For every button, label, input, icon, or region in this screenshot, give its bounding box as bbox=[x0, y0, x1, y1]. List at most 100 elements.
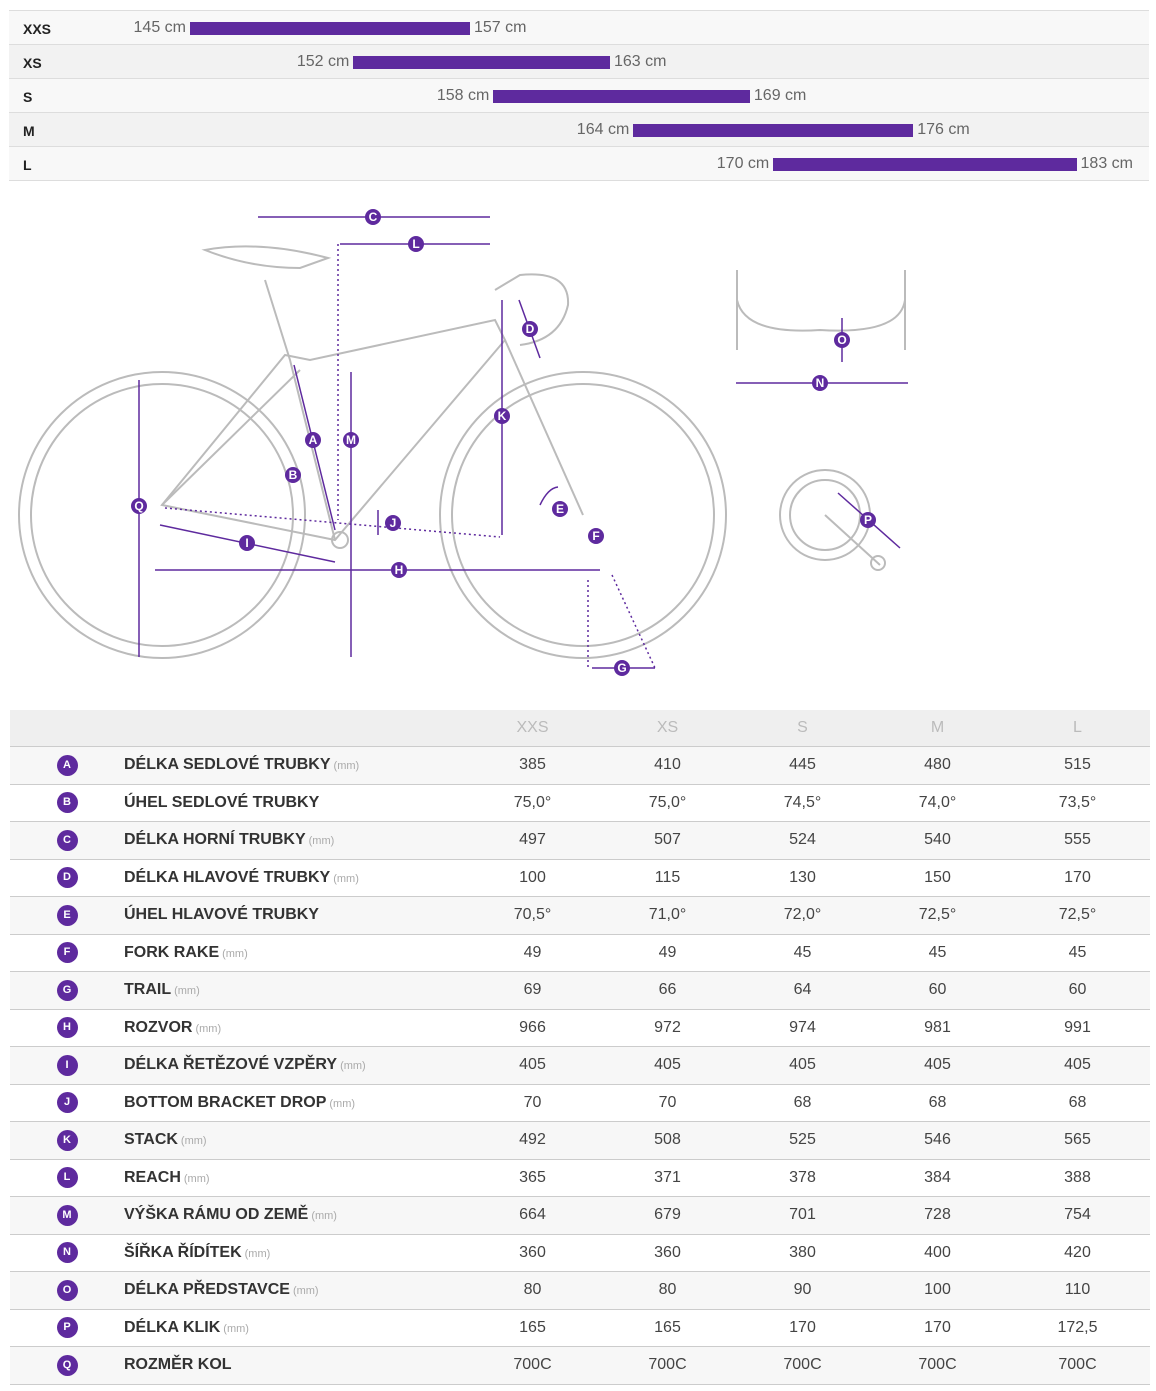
height-range-bar bbox=[633, 124, 914, 137]
dimension-name: ŠÍŘKA ŘÍDÍTEK bbox=[124, 1243, 242, 1261]
value-cell: 150 bbox=[924, 868, 951, 886]
value-cell: 405 bbox=[1064, 1056, 1091, 1074]
value-cell: 130 bbox=[789, 868, 816, 886]
max-height: 183 cm bbox=[1080, 155, 1133, 172]
svg-text:J: J bbox=[390, 516, 397, 530]
size-label: XXS bbox=[23, 21, 52, 37]
size-row: S 158 cm 169 cm bbox=[9, 79, 1149, 113]
value-cell: 49 bbox=[523, 943, 542, 961]
max-height: 157 cm bbox=[473, 19, 527, 36]
diagram-label-n: N bbox=[812, 375, 828, 391]
value-cell: 420 bbox=[1064, 1243, 1091, 1261]
max-height: 163 cm bbox=[613, 53, 667, 70]
svg-text:F: F bbox=[592, 529, 599, 543]
max-height: 176 cm bbox=[917, 121, 970, 138]
table-row: F FORK RAKE (mm) 49 49 45 45 45 bbox=[10, 934, 1150, 972]
dimension-name: FORK RAKE bbox=[124, 943, 220, 961]
letter-badge: A bbox=[56, 754, 78, 776]
diagram-label-p: P bbox=[860, 512, 876, 528]
value-cell: 70 bbox=[658, 1093, 677, 1111]
value-cell: 66 bbox=[658, 981, 677, 999]
value-cell: 405 bbox=[519, 1056, 546, 1074]
value-cell: 60 bbox=[1068, 981, 1087, 999]
value-cell: 480 bbox=[924, 756, 951, 774]
size-label: M bbox=[23, 123, 35, 139]
size-row: XXS 145 cm 157 cm bbox=[9, 11, 1149, 45]
unit: (mm) bbox=[333, 760, 360, 773]
diagram-label-b: B bbox=[285, 467, 301, 483]
value-cell: 555 bbox=[1064, 831, 1091, 849]
value-cell: 728 bbox=[924, 1206, 951, 1224]
value-cell: 972 bbox=[654, 1018, 681, 1036]
svg-text:Q: Q bbox=[134, 499, 143, 513]
value-cell: 700C bbox=[1058, 1356, 1097, 1374]
table-row: M VÝŠKA RÁMU OD ZEMĚ (mm) 664 679 701 728 754 bbox=[10, 1197, 1150, 1235]
value-cell: 700C bbox=[918, 1356, 957, 1374]
diagram-label-e: E bbox=[552, 501, 568, 517]
value-cell: 384 bbox=[924, 1168, 951, 1186]
value-cell: 700C bbox=[648, 1356, 687, 1374]
value-cell: 679 bbox=[654, 1206, 681, 1224]
value-cell: 378 bbox=[789, 1168, 816, 1186]
value-cell: 754 bbox=[1064, 1206, 1091, 1224]
table-row: D DÉLKA HLAVOVÉ TRUBKY (mm) 100 115 130 150 17… bbox=[10, 859, 1150, 897]
size-row: M 164 cm 176 cm bbox=[9, 113, 1149, 147]
size-row: XS 152 cm 163 cm bbox=[9, 45, 1149, 79]
value-cell: 515 bbox=[1064, 756, 1091, 774]
dimension-name: ÚHEL SEDLOVÉ TRUBKY bbox=[124, 793, 320, 811]
geometry-diagram: A B C D E F G H I J K L M N O P Q bbox=[18, 209, 908, 676]
value-cell: 45 bbox=[1068, 943, 1087, 961]
svg-text:D: D bbox=[526, 322, 535, 336]
table-row: I DÉLKA ŘETĚZOVÉ VZPĚRY (mm) 405 405 405 405 4… bbox=[10, 1047, 1150, 1085]
geometry-table: XXS XS S M L A DÉLKA SEDLOVÉ TRUBKY (mm) 3… bbox=[10, 710, 1150, 1385]
value-cell: 388 bbox=[1064, 1168, 1091, 1186]
col-m: M bbox=[930, 719, 945, 736]
table-row: A DÉLKA SEDLOVÉ TRUBKY (mm) 385 410 445 480 51… bbox=[10, 747, 1150, 785]
unit: (mm) bbox=[292, 1285, 319, 1298]
diagram-label-d: D bbox=[522, 321, 538, 337]
size-label: L bbox=[23, 157, 32, 173]
unit: (mm) bbox=[308, 835, 335, 848]
value-cell: 700C bbox=[513, 1356, 552, 1374]
height-range-bar bbox=[353, 56, 610, 69]
value-cell: 565 bbox=[1064, 1131, 1091, 1149]
letter-badge: B bbox=[56, 792, 78, 814]
table-row: Q ROZMĚR KOL 700C 700C 700C 700C 700C bbox=[10, 1347, 1150, 1385]
table-row: N ŠÍŘKA ŘÍDÍTEK (mm) 360 360 380 400 420 bbox=[10, 1234, 1150, 1272]
table-row: L REACH (mm) 365 371 378 384 388 bbox=[10, 1159, 1150, 1197]
letter-badge: G bbox=[56, 979, 78, 1001]
value-cell: 80 bbox=[523, 1281, 542, 1299]
table-row: G TRAIL (mm) 69 66 64 60 60 bbox=[10, 972, 1150, 1010]
unit: (mm) bbox=[174, 985, 200, 998]
value-cell: 664 bbox=[519, 1206, 546, 1224]
value-cell: 701 bbox=[789, 1206, 816, 1224]
letter-badge: C bbox=[56, 829, 78, 851]
dimension-name: BOTTOM BRACKET DROP bbox=[124, 1093, 327, 1111]
svg-text:B: B bbox=[289, 468, 298, 482]
size-label: XS bbox=[23, 55, 42, 71]
svg-text:P: P bbox=[864, 513, 872, 527]
letter-badge: I bbox=[56, 1054, 78, 1076]
value-cell: 371 bbox=[654, 1168, 681, 1186]
dimension-name: DÉLKA ŘETĚZOVÉ VZPĚRY bbox=[124, 1056, 338, 1074]
value-cell: 165 bbox=[519, 1318, 546, 1336]
value-cell: 100 bbox=[519, 868, 546, 886]
value-cell: 71,0° bbox=[648, 906, 687, 924]
diagram-label-f: F bbox=[588, 528, 604, 544]
letter-badge: P bbox=[56, 1317, 78, 1339]
unit: (mm) bbox=[333, 872, 359, 885]
svg-text:I: I bbox=[245, 536, 248, 550]
value-cell: 74,5° bbox=[783, 793, 822, 811]
value-cell: 68 bbox=[928, 1093, 947, 1111]
value-cell: 524 bbox=[789, 831, 816, 849]
col-s: S bbox=[797, 719, 808, 736]
value-cell: 492 bbox=[519, 1131, 546, 1149]
value-cell: 72,5° bbox=[918, 906, 957, 924]
value-cell: 69 bbox=[523, 981, 542, 999]
value-cell: 115 bbox=[654, 868, 681, 886]
svg-text:G: G bbox=[617, 661, 626, 675]
letter-badge: L bbox=[56, 1167, 78, 1189]
value-cell: 365 bbox=[519, 1168, 546, 1186]
diagram-label-j: J bbox=[385, 515, 401, 531]
dimension-name: DÉLKA HORNÍ TRUBKY bbox=[124, 831, 306, 849]
